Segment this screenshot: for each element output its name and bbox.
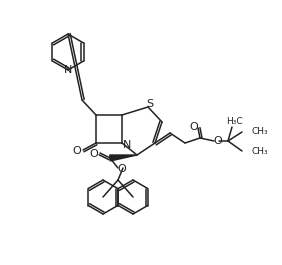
Text: O: O	[90, 149, 98, 159]
Text: CH₃: CH₃	[251, 126, 268, 135]
Text: O: O	[190, 122, 198, 132]
Text: O: O	[73, 146, 81, 156]
Text: S: S	[146, 99, 154, 109]
Text: O: O	[214, 136, 222, 146]
Polygon shape	[110, 155, 137, 161]
Text: N: N	[123, 140, 131, 150]
Text: N: N	[64, 65, 72, 75]
Text: H₃C: H₃C	[226, 117, 242, 126]
Text: O: O	[118, 164, 126, 174]
Text: CH₃: CH₃	[251, 148, 268, 157]
